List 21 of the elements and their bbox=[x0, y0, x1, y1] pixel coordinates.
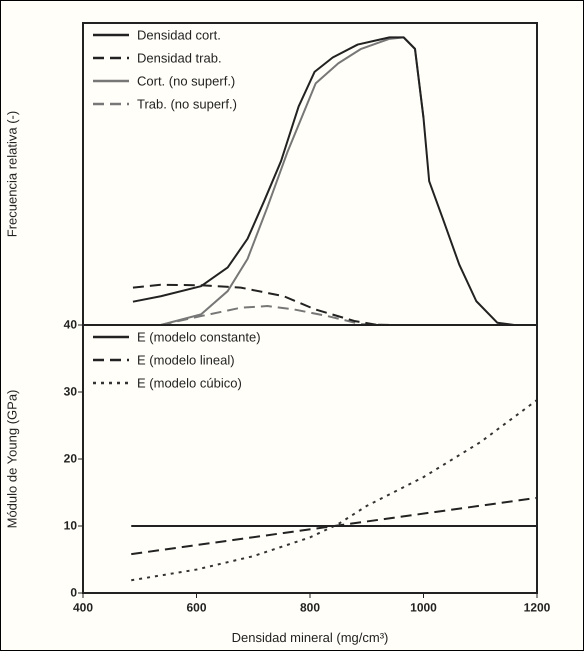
y-axis-title: Frecuencia relativa (-) bbox=[4, 110, 20, 238]
y-tick-label: 0 bbox=[70, 585, 78, 600]
y-tick-label: 20 bbox=[64, 451, 78, 466]
line-series bbox=[130, 399, 537, 582]
legend-label: E (modelo cúbico) bbox=[137, 376, 242, 391]
legend-label: E (modelo lineal) bbox=[137, 352, 235, 368]
y-tick-label: 40 bbox=[64, 317, 78, 332]
x-tick-label: 1000 bbox=[410, 600, 438, 615]
y-tick-label: 30 bbox=[64, 384, 78, 398]
legend-label: Densidad cort. bbox=[137, 28, 221, 43]
x-axis-title: Densidad mineral (mg/cm³) bbox=[232, 630, 388, 645]
x-tick-label: 1200 bbox=[524, 600, 551, 615]
x-tick-label: 400 bbox=[72, 600, 94, 615]
legend-label: E (modelo constante) bbox=[137, 330, 261, 345]
legend-label: Trab. (no superf.) bbox=[137, 96, 237, 112]
legend-label: Cort. (no superf.) bbox=[137, 74, 236, 89]
y-axis-title: Módulo de Young (GPa) bbox=[4, 390, 20, 528]
x-tick-label: 600 bbox=[186, 600, 207, 615]
y-tick-label: 10 bbox=[64, 518, 78, 532]
x-tick-label: 800 bbox=[300, 600, 320, 615]
legend-label: Densidad trab. bbox=[137, 50, 222, 66]
